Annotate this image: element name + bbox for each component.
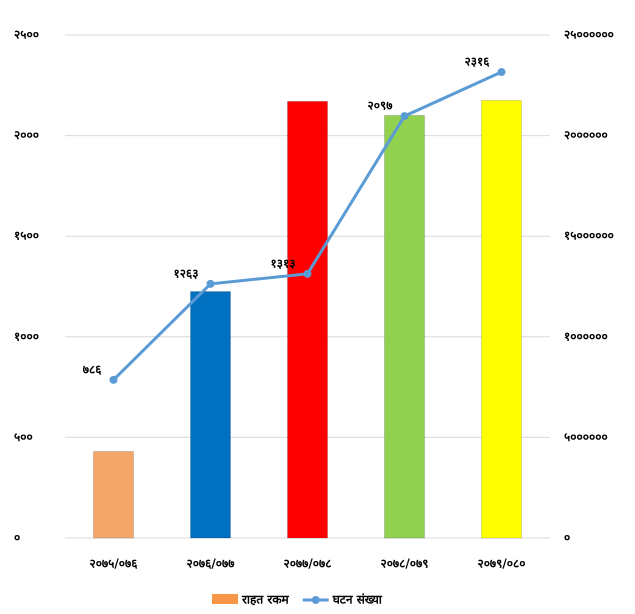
line-point [400,112,409,121]
x-tick-label: २०७५/०७६ [89,557,138,571]
bar [190,291,231,539]
y2-tick-label: २०००००० [564,128,608,142]
legend-label: घटन संख्या [332,593,383,607]
data-label: १३१३ [271,256,296,270]
y2-tick-label: ० [564,531,570,545]
data-label: २०९७ [368,99,394,113]
y-tick-label: २००० [14,128,39,142]
line-point [303,269,312,278]
x-tick-label: २०७८/०७९ [380,557,428,571]
y2-tick-label: ५०००००० [564,430,608,444]
data-label: ७८६ [83,362,102,376]
line-point [109,375,118,384]
y-tick-label: ० [14,531,20,545]
data-label: २३१६ [465,55,491,69]
bar [287,100,328,539]
y-tick-label: १५०० [14,229,39,243]
x-tick-label: २०७९/०८० [477,557,525,571]
y-tick-label: ५०० [14,430,33,444]
x-tick-label: २०७७/०७८ [283,557,331,571]
bar [93,450,134,539]
y-tick-label: १००० [14,329,39,343]
y2-tick-label: १५०००००० [564,229,614,243]
line-point [206,279,215,288]
legend-swatch [212,594,238,604]
y2-tick-label: २५०००००० [564,28,614,42]
y-tick-label: २५०० [14,28,39,42]
legend-swatch [311,596,320,604]
line-point [497,68,506,77]
legend-label: राहत रकम [241,593,290,607]
bar [384,114,425,539]
data-label: १२६३ [174,266,199,280]
bar [481,99,522,539]
y2-tick-label: १०००००० [564,329,608,343]
x-tick-label: २०७६/०७७ [186,557,235,571]
